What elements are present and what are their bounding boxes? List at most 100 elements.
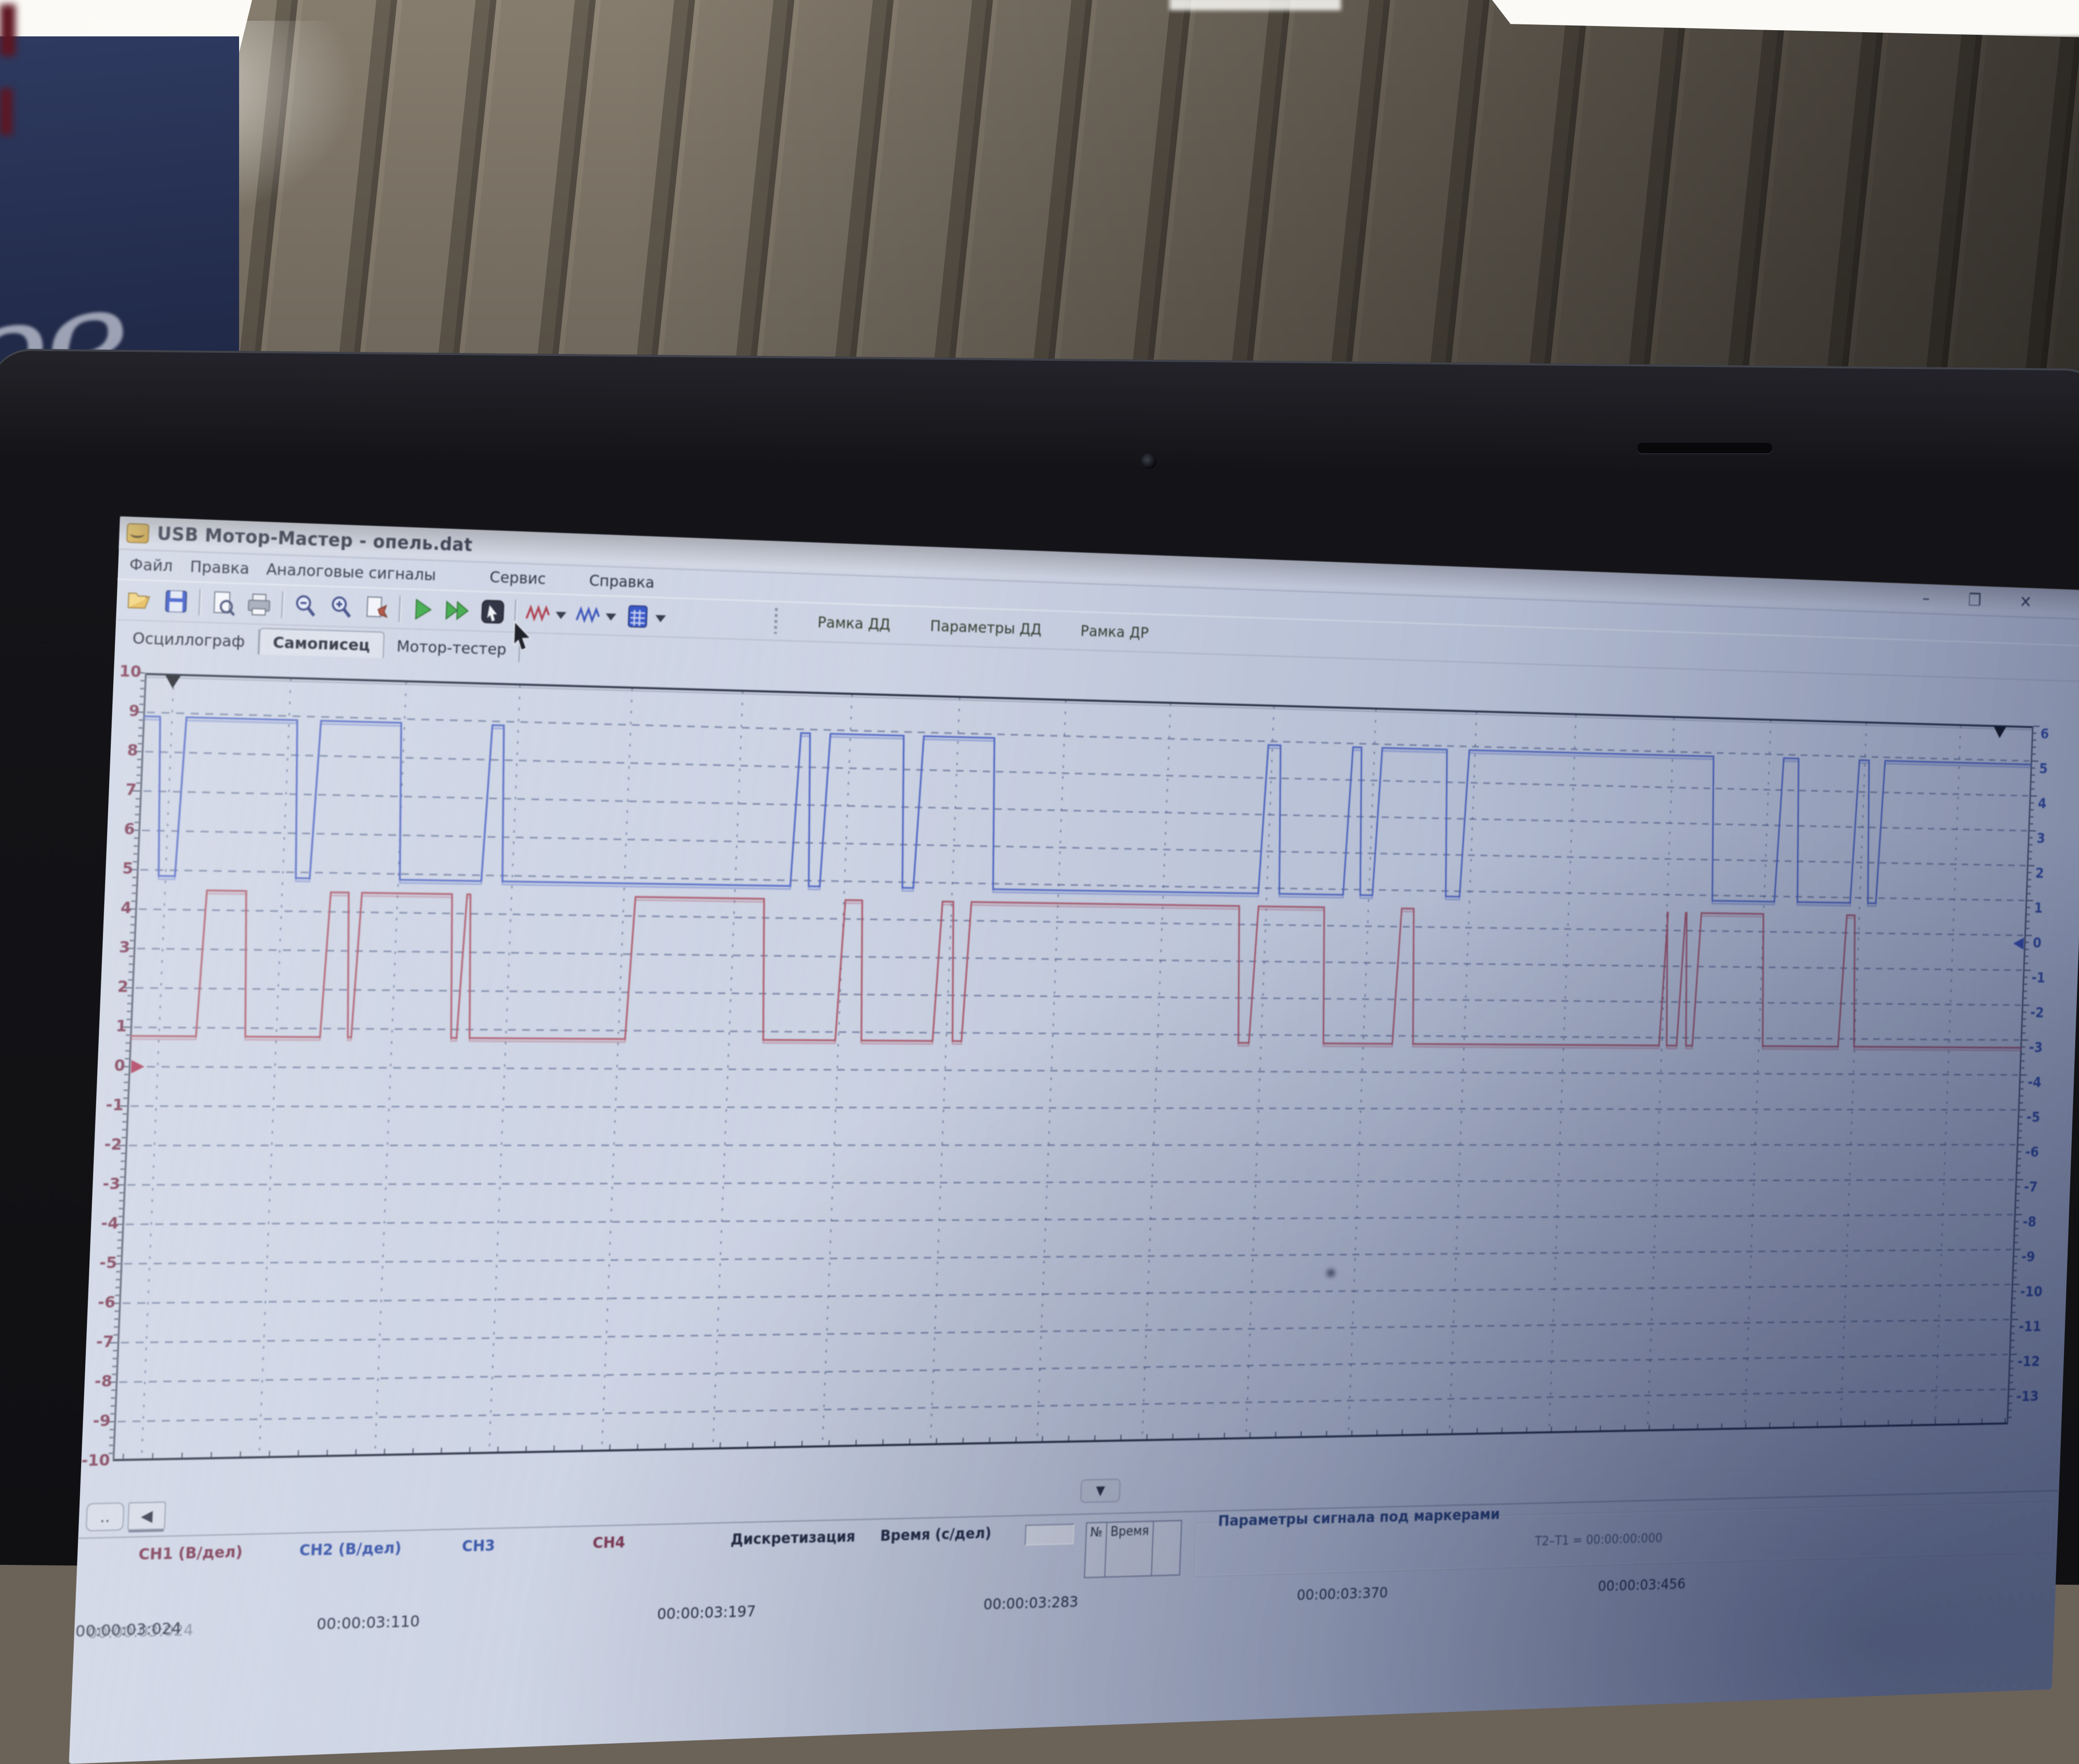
h-gridline	[124, 1249, 2012, 1263]
h-gridline	[123, 1284, 2010, 1303]
right-axis-label: 5	[2039, 760, 2048, 777]
markers-table[interactable]: № Время	[1084, 1520, 1182, 1578]
time-axis-label: 00:00:03:024	[75, 1619, 182, 1641]
h-gridline	[117, 1389, 2006, 1421]
tab-oscilloscope[interactable]: Осциллограф	[119, 625, 260, 655]
nav-more-button[interactable]: ‥	[86, 1503, 125, 1532]
open-folder-icon[interactable]	[125, 586, 154, 615]
panel-dropdown-button[interactable]: ▼	[1080, 1479, 1121, 1503]
markers-col-num: №	[1085, 1523, 1107, 1577]
close-button[interactable]: ✕	[2019, 594, 2032, 611]
h-gridline	[143, 791, 2027, 831]
left-axis-label: 2	[100, 977, 128, 996]
ch1-label: СН1 (В/дел)	[138, 1543, 243, 1564]
toolbar-separator	[398, 596, 401, 622]
left-axis-label: 0	[97, 1056, 125, 1075]
right-axis-label: 3	[2036, 830, 2046, 847]
laptop-screen: USB Мотор-Мастер - опель.dat – ❐ ✕ Файл …	[69, 517, 2079, 1764]
scroll-left-button[interactable]: ◀	[127, 1502, 166, 1531]
left-axis-label: -8	[84, 1372, 112, 1391]
menu-analog-signals[interactable]: Аналоговые сигналы	[266, 560, 437, 585]
window-title: USB Мотор-Мастер - опель.dat	[156, 524, 472, 556]
menu-service[interactable]: Сервис	[489, 568, 546, 588]
time-per-div-field[interactable]	[1024, 1524, 1074, 1546]
red-signal-dropdown-icon[interactable]	[556, 612, 567, 619]
h-gridline	[140, 870, 2024, 900]
frame-dd-button[interactable]: Рамка ДД	[817, 613, 891, 634]
right-axis-label: 6	[2040, 726, 2049, 742]
ch1-zero-arrow-icon[interactable]	[131, 1060, 144, 1073]
restore-button[interactable]: ❐	[1968, 592, 1981, 609]
h-gridline	[119, 1354, 2008, 1382]
left-axis-label: -7	[86, 1333, 114, 1352]
plot-area[interactable]	[113, 673, 2033, 1462]
left-axis-label: -6	[87, 1293, 115, 1312]
menu-file[interactable]: Файл	[129, 555, 173, 575]
minimize-button[interactable]: –	[1922, 590, 1930, 607]
toolbar-separator	[198, 589, 201, 616]
time-per-div-label: Время (с/дел)	[880, 1525, 992, 1545]
right-axis-label: 0	[2033, 934, 2042, 951]
speaker-slot	[1637, 443, 1772, 453]
ch2-zero-arrow-icon[interactable]	[2013, 938, 2024, 950]
app-icon	[126, 523, 150, 543]
plot-border-bottom	[113, 1424, 2008, 1460]
right-axis-label: 2	[2035, 865, 2044, 881]
h-gridline	[137, 949, 2022, 970]
save-floppy-icon[interactable]	[162, 587, 190, 615]
marker-params-group: Параметры сигнала под маркерами T2–T1 = …	[1194, 1502, 2055, 1577]
blue-signal-icon[interactable]	[574, 601, 601, 629]
red-mark	[0, 88, 12, 135]
page-setup-icon[interactable]	[363, 594, 390, 622]
blue-signal-dropdown-icon[interactable]	[606, 613, 616, 621]
h-gridline	[130, 1106, 2017, 1110]
h-gridline	[127, 1180, 2014, 1185]
h-gridline	[136, 988, 2021, 1005]
right-axis-label: -12	[2017, 1353, 2040, 1370]
pointer-mode-icon[interactable]	[479, 598, 507, 626]
ch2-trace	[137, 716, 2032, 906]
time-axis-label: 00:00:03:370	[1296, 1584, 1388, 1604]
print-preview-icon[interactable]	[209, 588, 237, 617]
fast-forward-icon[interactable]	[444, 597, 471, 625]
params-dd-button[interactable]: Параметры ДД	[930, 617, 1042, 638]
sampling-label: Дискретизация	[730, 1528, 856, 1549]
h-gridline	[145, 752, 2028, 796]
left-axis-label: 6	[107, 820, 135, 839]
print-icon[interactable]	[245, 590, 273, 618]
red-mark	[0, 4, 16, 56]
right-axis-label: 4	[2037, 795, 2047, 812]
table-view-icon[interactable]	[624, 602, 651, 630]
tab-recorder[interactable]: Самописец	[258, 628, 385, 659]
ch3-label: СН3	[462, 1537, 495, 1556]
right-axis-label: -7	[2024, 1179, 2038, 1195]
right-axis-label: -3	[2029, 1039, 2043, 1056]
menu-help[interactable]: Справка	[589, 572, 655, 592]
marker-handle-icon[interactable]	[1993, 726, 2006, 739]
left-axis-label: 4	[104, 898, 132, 917]
h-gridline	[142, 831, 2025, 866]
left-axis-label: 7	[109, 780, 137, 799]
h-gridline	[132, 1067, 2018, 1075]
zoom-in-icon[interactable]	[327, 593, 356, 621]
marker-delta-value: T2–T1 = 00:00:00:000	[1535, 1531, 1663, 1549]
right-axis-label: -9	[2021, 1248, 2036, 1265]
time-axis-label: 00:00:03:283	[983, 1593, 1078, 1613]
marker-handle-icon[interactable]	[164, 675, 181, 689]
left-axis-label: -9	[83, 1412, 111, 1431]
tab-motor-tester[interactable]: Мотор-тестер	[384, 633, 521, 662]
play-icon[interactable]	[409, 595, 436, 624]
menu-edit[interactable]: Правка	[190, 558, 250, 578]
ch1-trace-ghost	[130, 892, 2026, 1050]
table-view-dropdown-icon[interactable]	[655, 615, 666, 622]
markers-col-time: Время	[1105, 1522, 1153, 1577]
ch4-label: СН4	[593, 1534, 626, 1552]
zoom-out-icon[interactable]	[292, 591, 320, 620]
h-gridline	[121, 1320, 2009, 1343]
ch2-label: СН2 (В/дел)	[299, 1539, 402, 1559]
toolbar-drag-handle[interactable]	[774, 608, 778, 634]
h-gridline	[126, 1215, 2013, 1225]
frame-dr-button[interactable]: Рамка ДР	[1080, 622, 1149, 642]
mouse-cursor	[510, 621, 537, 654]
